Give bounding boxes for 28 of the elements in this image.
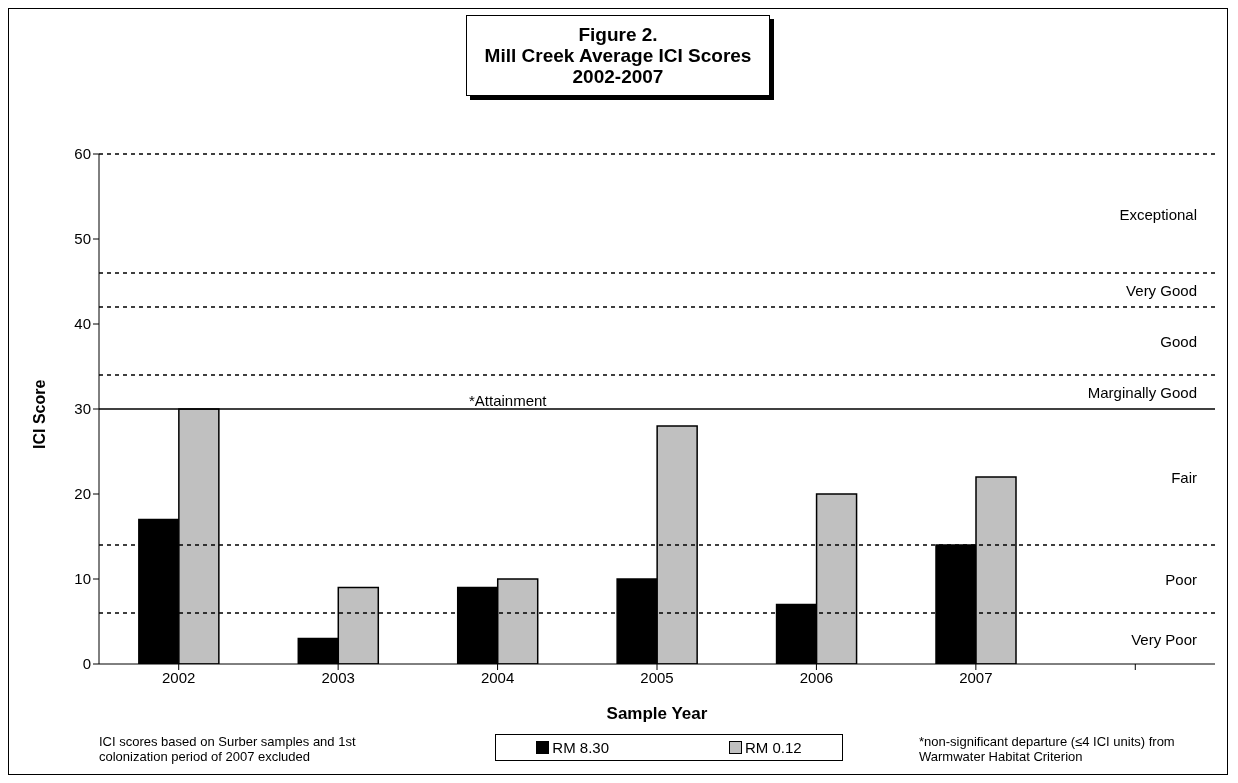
ref-line-label: *Attainment [469,392,548,409]
annotation: Fair [1171,468,1197,486]
x-tick-label: 2006 [799,668,834,686]
annotation: Very Good [1126,281,1197,299]
text: *non-significant departure (≤4 ICI units) from Warmwater Habitat Criterion [919,734,1176,764]
x-tick-label: 2002 [162,668,196,686]
y-axis-title: ICI Score [30,379,48,449]
annotation: Poor [1165,570,1197,588]
x-tick-label: 2003 [321,668,355,686]
y-tick-label: 40 [74,315,91,333]
y-tick-label: 10 [74,570,91,588]
annotation: Exceptional [1119,205,1197,222]
annotation: Very Poor [1131,630,1197,647]
y-tick-label: 20 [74,485,91,503]
y-tick-label: 50 [74,230,91,248]
x-tick-label: 2007 [959,668,993,686]
y-tick-label: 0 [82,655,91,673]
y-tick-label: 60 [74,145,91,163]
x-axis-title: Sample Year [606,704,708,723]
text: ICI scores based on Surber samples and 1st colonization period of 2007 excluded [98,734,357,764]
legend-label: RM 8.30 [551,739,609,756]
legend-label: RM 0.12 [744,739,802,756]
x-tick-label: 2004 [480,668,515,686]
chart-title: Figure 2. Mill Creek Average ICI Scores 2002-2007 [465,15,771,96]
annotation: Marginally Good [1087,383,1197,401]
annotation: Good [1160,332,1197,350]
y-tick-label: 30 [74,400,91,418]
x-tick-label: 2005 [640,668,674,686]
